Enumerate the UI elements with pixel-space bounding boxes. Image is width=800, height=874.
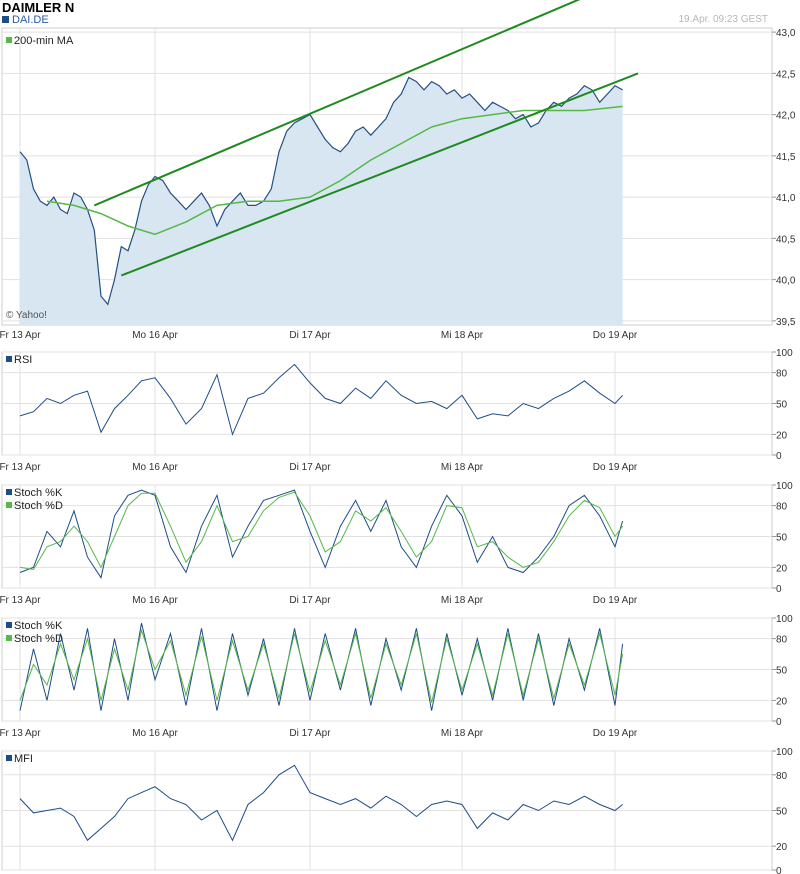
symbol-label[interactable]: DAI.DE: [2, 14, 49, 26]
y-tick-label: 39,5: [776, 317, 796, 328]
y-tick-label: 20: [776, 430, 788, 441]
x-tick-label: Di 17 Apr: [289, 462, 331, 473]
series-line-mfi: [19, 764, 623, 842]
trend-channel-line-2: [93, 0, 581, 207]
y-tick-label: 42,0: [776, 111, 796, 122]
y-tick-label: 41,0: [776, 193, 796, 204]
y-tick-label: 50: [776, 400, 788, 411]
series-line-stoch-k: [19, 489, 624, 579]
trend-channel-line-1: [120, 72, 639, 277]
legend-label: Stoch %D: [14, 633, 63, 645]
y-tick-label: 100: [776, 481, 793, 492]
y-tick-label: 80: [776, 369, 788, 380]
y-tick-label: 20: [776, 842, 788, 853]
legend-swatch: [6, 37, 12, 43]
legend-swatch: [6, 489, 12, 495]
y-tick-label: 42,5: [776, 69, 796, 80]
x-tick-label: Fr 13 Apr: [0, 728, 41, 739]
x-tick-label: Di 17 Apr: [289, 728, 331, 739]
panel-rsi: 100 80 50 20 0 RSI Fr 13 Apr Mo 16 Apr Di 17 Apr…: [0, 348, 793, 473]
y-tick-label: 40,5: [776, 234, 796, 245]
y-tick-label: 100: [776, 348, 793, 359]
x-tick-label: Mo 16 Apr: [132, 462, 178, 473]
legend-swatch: [6, 635, 12, 641]
x-tick-label: Do 19 Apr: [593, 330, 638, 341]
series-line-stoch-d: [19, 628, 624, 703]
y-tick-label: 50: [776, 807, 788, 818]
y-tick-label: 100: [776, 614, 793, 625]
y-tick-label: 50: [776, 666, 788, 677]
x-tick-label: Mo 16 Apr: [132, 595, 178, 606]
price-line: [19, 76, 623, 306]
y-tick-label: 0: [776, 584, 782, 595]
x-tick-label: Fr 13 Apr: [0, 462, 41, 473]
y-tick-label: 80: [776, 502, 788, 513]
x-tick-label: Mo 16 Apr: [132, 728, 178, 739]
legend-swatch: [6, 356, 12, 362]
x-tick-label: Do 19 Apr: [593, 595, 638, 606]
x-tick-label: Mi 18 Apr: [441, 462, 484, 473]
legend-swatch: [6, 622, 12, 628]
series-line-rsi: [19, 363, 623, 436]
y-tick-label: 50: [776, 533, 788, 544]
x-tick-label: Di 17 Apr: [289, 595, 331, 606]
y-tick-label: 40,0: [776, 276, 796, 287]
legend-label: RSI: [14, 354, 32, 366]
y-tick-label: 43,0: [776, 28, 796, 39]
stock-title: DAIMLER N: [2, 0, 75, 15]
legend-label: Stoch %K: [14, 620, 63, 632]
series-color-swatch: [2, 16, 9, 23]
legend-swatch: [6, 502, 12, 508]
y-tick-label: 41,5: [776, 152, 796, 163]
x-tick-label: Do 19 Apr: [593, 462, 638, 473]
timestamp: 19.Apr. 09:23 GEST: [678, 14, 769, 25]
y-tick-label: 20: [776, 563, 788, 574]
x-tick-label: Do 19 Apr: [593, 728, 638, 739]
series-line-stoch-k: [19, 622, 624, 711]
series-line-stoch-d: [19, 491, 624, 571]
legend-label: Stoch %K: [14, 487, 63, 499]
panel-price: 43,0 42,5 42,0 41,5 41,0 40,5 40,0 39,5 200-min …: [0, 0, 796, 341]
ma-200-line: [46, 105, 623, 236]
y-tick-label: 80: [776, 771, 788, 782]
x-tick-label: Fr 13 Apr: [0, 330, 41, 341]
legend-label: MFI: [14, 753, 33, 765]
x-tick-label: Mi 18 Apr: [441, 728, 484, 739]
y-tick-label: 0: [776, 717, 782, 728]
panel-mfi: 100 80 50 20 0 MFI: [1, 747, 793, 874]
copyright-label: © Yahoo!: [6, 310, 47, 321]
y-tick-label: 100: [776, 747, 793, 758]
legend-swatch: [6, 755, 12, 761]
x-tick-label: Mo 16 Apr: [132, 330, 178, 341]
y-tick-label: 20: [776, 696, 788, 707]
legend-label: Stoch %D: [14, 500, 63, 512]
y-tick-label: 0: [776, 866, 782, 874]
x-tick-label: Mi 18 Apr: [441, 330, 484, 341]
legend-label: 200-min MA: [14, 35, 74, 47]
x-tick-label: Mi 18 Apr: [441, 595, 484, 606]
y-tick-label: 80: [776, 635, 788, 646]
symbol-text: DAI.DE: [12, 14, 49, 26]
x-tick-label: Fr 13 Apr: [0, 595, 41, 606]
x-tick-label: Di 17 Apr: [289, 330, 331, 341]
y-tick-label: 0: [776, 451, 782, 462]
